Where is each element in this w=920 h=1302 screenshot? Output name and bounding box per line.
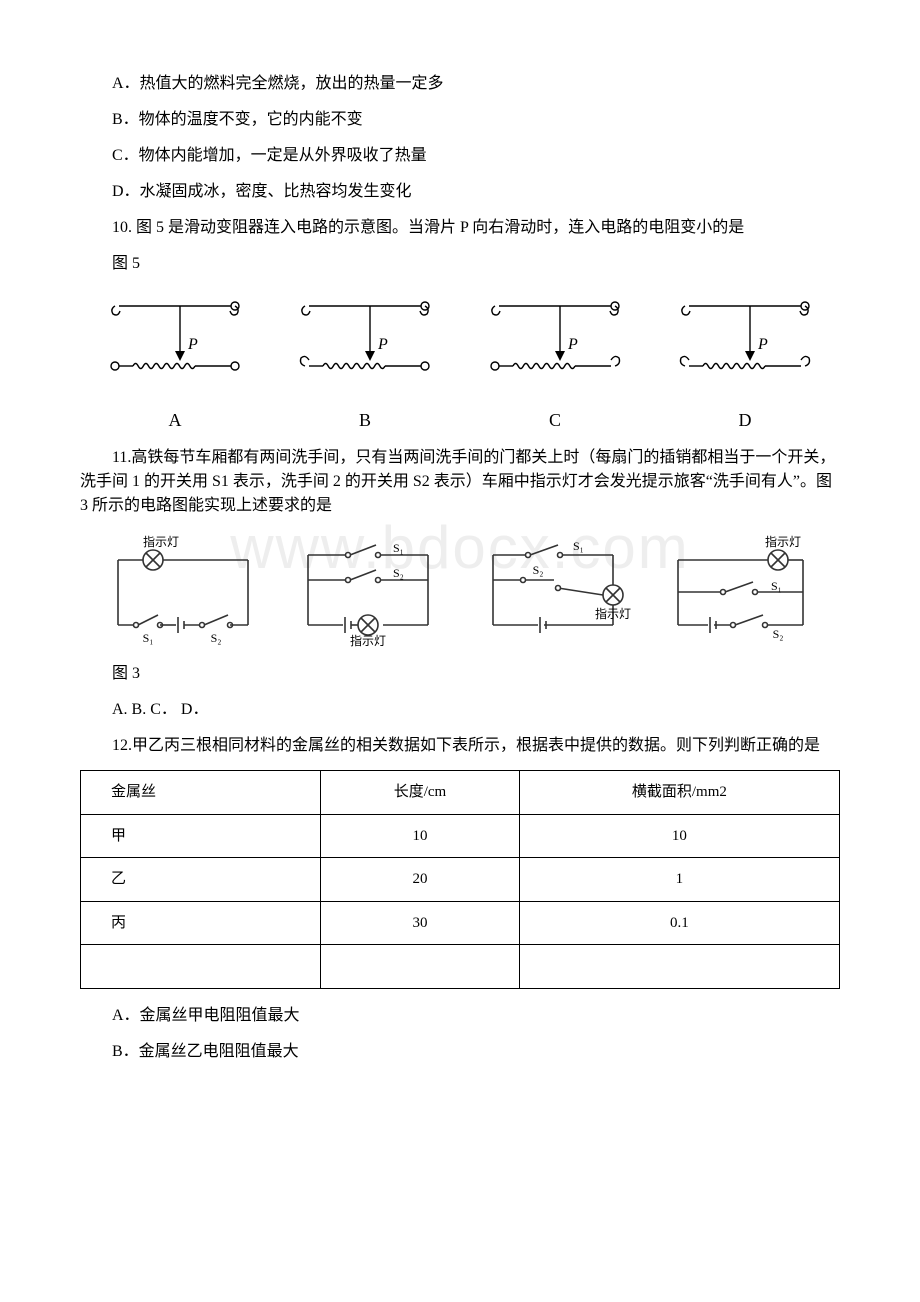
q12-th-0: 金属丝	[81, 771, 321, 815]
table-row: 丙300.1	[81, 901, 840, 945]
svg-text:指示灯: 指示灯	[764, 534, 800, 549]
q12-th-2: 横截面积/mm2	[519, 771, 839, 815]
q10-label-C: C	[475, 407, 635, 434]
q12-cell-2-2: 0.1	[519, 901, 839, 945]
q12-cell-3-0	[81, 945, 321, 989]
q12-cell-0-2: 10	[519, 814, 839, 858]
q12-th-1: 长度/cm	[321, 771, 520, 815]
q10-label-B: B	[285, 407, 445, 434]
svg-text:P: P	[757, 336, 768, 353]
q10-diagram-D: P D	[665, 291, 825, 434]
table-row: 甲1010	[81, 814, 840, 858]
svg-text:指示灯: 指示灯	[349, 633, 385, 648]
q12-option-b: B．金属丝乙电阻阻值最大	[80, 1040, 840, 1064]
q11-options-line: A. B. C． D．	[80, 698, 840, 722]
table-row: 乙201	[81, 858, 840, 902]
q12-cell-0-0: 甲	[81, 814, 321, 858]
q9-option-c: C．物体内能增加，一定是从外界吸收了热量	[80, 144, 840, 168]
q10-stem: 10. 图 5 是滑动变阻器连入电路的示意图。当滑片 P 向右滑动时，连入电路的…	[80, 216, 840, 240]
q12-cell-1-1: 20	[321, 858, 520, 902]
q12-table: 金属丝长度/cm横截面积/mm2 甲1010乙201丙300.1	[80, 770, 840, 989]
table-row	[81, 945, 840, 989]
svg-text:P: P	[567, 336, 578, 353]
q10-fig-label: 图 5	[80, 252, 840, 276]
q12-cell-1-0: 乙	[81, 858, 321, 902]
svg-text:S₂: S₂	[210, 631, 221, 645]
q11-stem: 11.高铁每节车厢都有两间洗手间，只有当两间洗手间的门都关上时（每扇门的插销都相…	[80, 446, 840, 518]
svg-text:P: P	[187, 336, 198, 353]
svg-text:S₁: S₁	[393, 541, 404, 555]
q12-cell-1-2: 1	[519, 858, 839, 902]
q10-label-A: A	[95, 407, 255, 434]
q11-circuit-B: S₁ S₂ 指示灯	[275, 530, 460, 650]
svg-text:指示灯: 指示灯	[143, 534, 179, 549]
q10-diagram-C: P C	[475, 291, 635, 434]
q12-cell-3-1	[321, 945, 520, 989]
q10-figure-row: P A P B P C	[80, 291, 840, 434]
q12-cell-2-1: 30	[321, 901, 520, 945]
q11-figure-row: 指示灯 S₁ S₂ S₁ S₂ 指示灯 S₁ S₂ 指示灯 指示灯	[80, 530, 840, 650]
q11-circuit-A: 指示灯 S₁ S₂	[90, 530, 275, 650]
q12-cell-0-1: 10	[321, 814, 520, 858]
svg-text:S₁: S₁	[142, 631, 153, 645]
q12-option-a: A．金属丝甲电阻阻值最大	[80, 1004, 840, 1028]
svg-text:S₂: S₂	[772, 627, 783, 641]
q12-cell-3-2	[519, 945, 839, 989]
q12-stem: 12.甲乙丙三根相同材料的金属丝的相关数据如下表所示，根据表中提供的数据。则下列…	[80, 734, 840, 758]
svg-text:指示灯: 指示灯	[594, 606, 630, 621]
svg-text:S₁: S₁	[771, 579, 782, 593]
q11-circuit-D: 指示灯 S₁ S₂	[645, 530, 830, 650]
svg-text:S₂: S₂	[393, 566, 404, 580]
svg-text:S₁: S₁	[573, 539, 584, 553]
q11-circuit-C: S₁ S₂ 指示灯	[460, 530, 645, 650]
q10-diagram-B: P B	[285, 291, 445, 434]
q10-diagram-A: P A	[95, 291, 255, 434]
svg-text:P: P	[377, 336, 388, 353]
q9-option-b: B．物体的温度不变，它的内能不变	[80, 108, 840, 132]
q12-cell-2-0: 丙	[81, 901, 321, 945]
q11-fig-label: 图 3	[80, 662, 840, 686]
svg-text:S₂: S₂	[532, 563, 543, 577]
q9-option-a: A．热值大的燃料完全燃烧，放出的热量一定多	[80, 72, 840, 96]
q9-option-d: D．水凝固成冰，密度、比热容均发生变化	[80, 180, 840, 204]
q10-label-D: D	[665, 407, 825, 434]
